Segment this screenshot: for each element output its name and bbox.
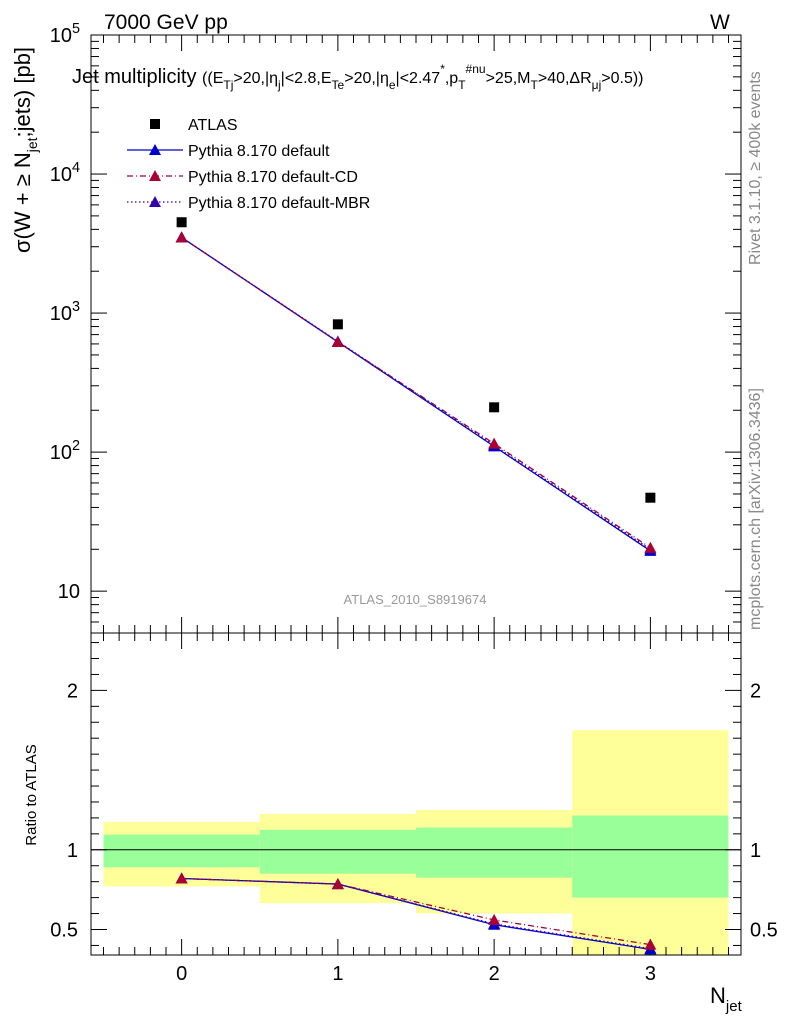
atlas-point [489, 402, 500, 413]
ratio-tick-label-left: 2 [67, 680, 78, 702]
legend-marker-atlas [150, 119, 160, 129]
legend-label: Pythia 8.170 default-CD [188, 169, 358, 186]
x-tick-label: 1 [332, 963, 343, 985]
y-tick-label: 10 [58, 581, 80, 603]
mcplots-label: mcplots.cern.ch [arXiv:1306.3436] [747, 388, 764, 630]
legend-marker [149, 170, 161, 181]
plot-title: Jet multiplicity ((ETj>20,|ηj|<2.8,ETe>2… [72, 62, 644, 92]
y-tick-label: 102 [50, 438, 80, 464]
process-label: W [710, 11, 730, 34]
series-line [181, 236, 651, 549]
ratio-point [175, 872, 188, 884]
atlas-point [645, 492, 656, 503]
main-panel: 10 102 103 104 105 [50, 21, 742, 634]
ratio-tick-label-right: 2 [750, 680, 761, 702]
legend-label: ATLAS [188, 117, 238, 134]
ratio-panel: 0.5 0.5 1 1 2 2 0 1 2 3 [50, 632, 778, 985]
mc-point [488, 437, 501, 449]
mc-point [644, 541, 657, 553]
ratio-point [488, 913, 501, 925]
legend-marker [149, 196, 161, 207]
uncertainty-band-inner [572, 815, 729, 898]
atlas-point [176, 217, 187, 228]
series-line [181, 236, 651, 550]
ratio-tick-label-right: 1 [750, 840, 761, 862]
uncertainty-band-inner [103, 834, 260, 868]
atlas-point [332, 319, 343, 330]
ratio-tick-label-left: 1 [67, 840, 78, 862]
ratio-bands [103, 730, 729, 955]
main-marks [175, 217, 657, 556]
title-text: Jet multiplicity ((ETj>20,|ηj|<2.8,ETe>2… [72, 62, 644, 92]
energy-label: 7000 GeV pp [104, 11, 228, 34]
y-title-text: σ(W + ≥ Njet;jets) [pb] [10, 47, 40, 253]
mc-point [331, 335, 344, 347]
ratio-point [331, 878, 344, 890]
ratio-line [181, 877, 651, 946]
ratio-tick-label-right: 0.5 [750, 919, 778, 941]
ratio-marks [175, 872, 657, 955]
x-axis-title: Njet [710, 983, 743, 1015]
x-tick-label: 3 [645, 963, 656, 985]
y-tick-label: 103 [50, 299, 80, 325]
analysis-id: ATLAS_2010_S8919674 [344, 592, 487, 607]
legend-marker [149, 144, 161, 155]
legend-label: Pythia 8.170 default [188, 143, 330, 160]
main-y-axis-title: σ(W + ≥ Njet;jets) [pb] [10, 47, 40, 253]
legend-label: Pythia 8.170 default-MBR [188, 195, 370, 212]
x-title-text: Njet [710, 983, 743, 1015]
ratio-y-axis-title: Ratio to ATLAS [23, 744, 40, 845]
ratio-line [181, 877, 651, 950]
mc-point [175, 231, 188, 243]
y-tick-label: 104 [50, 160, 80, 186]
rivet-label: Rivet 3.1.10, ≥ 400k events [747, 71, 764, 265]
legend: ATLAS Pythia 8.170 default Pythia 8.170 de… [127, 117, 370, 212]
y-tick-label: 105 [50, 21, 80, 47]
uncertainty-band-inner [416, 827, 573, 878]
x-tick-label: 0 [176, 963, 187, 985]
ratio-tick-label-left: 0.5 [50, 919, 78, 941]
uncertainty-band-inner [259, 829, 416, 874]
x-tick-label: 2 [489, 963, 500, 985]
